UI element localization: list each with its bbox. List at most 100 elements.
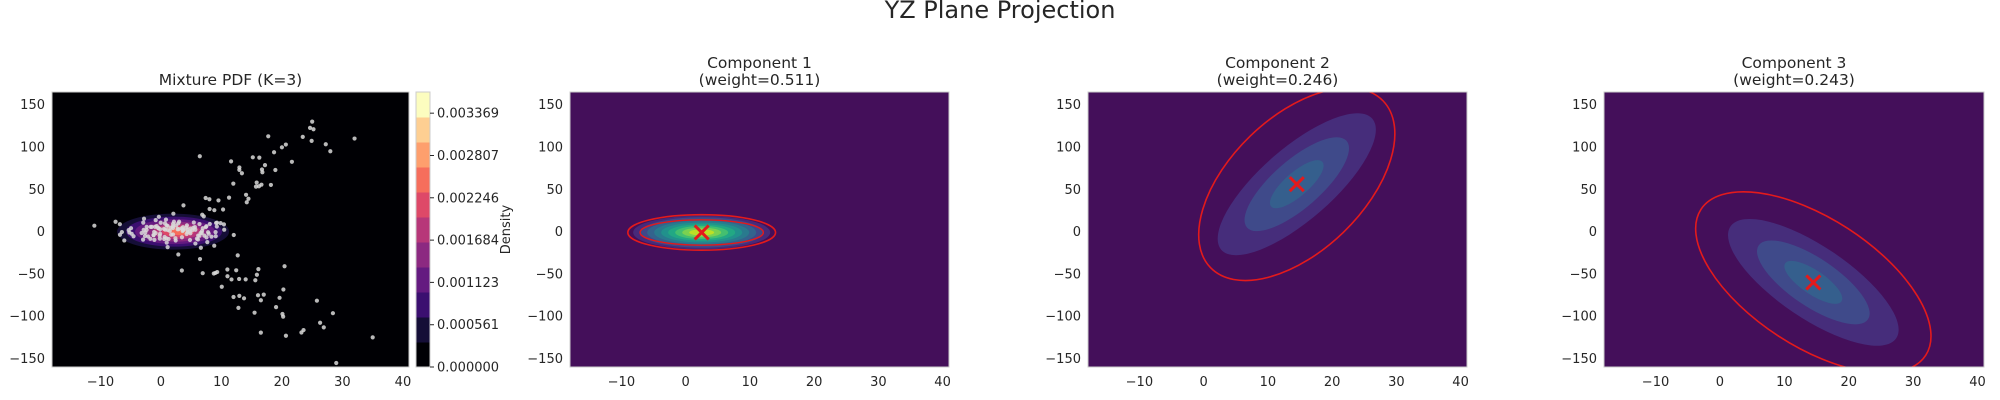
sample-point [250,155,255,160]
sample-point [187,229,192,234]
confidence-ellipse [1197,92,1396,282]
sample-point [212,208,217,213]
panel-title: (weight=0.511) [699,71,821,89]
sample-point [171,219,177,224]
sample-point [193,241,198,246]
sample-point [259,167,265,172]
y-tick-label: 100 [1056,141,1081,156]
plot-area [1694,190,1932,367]
plot-background [52,92,409,367]
sample-point [237,167,242,173]
confidence-ellipse [627,213,777,252]
x-tick-label: 10 [742,375,759,390]
sample-point [268,182,274,188]
confidence-ellipse-inner [639,219,765,246]
sample-point [181,203,186,208]
colorbar-segment [416,142,430,168]
sample-point [243,277,248,282]
sample-point [152,224,158,230]
y-tick-label: 50 [1064,183,1081,198]
sample-point [197,221,202,227]
sample-point [197,154,202,159]
sample-point [157,236,162,241]
colorbar-segment [416,92,430,118]
sample-point [143,230,148,235]
sample-point [207,221,212,227]
y-tick-label: −50 [18,267,45,282]
sample-point [141,216,147,221]
colorbar-tick-label: 0.002246 [437,191,499,206]
y-tick-label: −100 [1045,310,1081,325]
plot-background [1604,92,1984,367]
y-tick-label: 150 [1056,98,1081,113]
x-tick-label: 20 [1324,375,1341,390]
y-tick-label: 100 [538,141,563,156]
sample-point [244,200,249,205]
y-tick-label: −150 [1561,352,1597,367]
x-tick-label: 0 [1199,375,1207,390]
colorbar-tick-label: 0.003369 [437,107,499,122]
sample-point [212,243,217,248]
sample-point [317,320,323,325]
x-tick-label: 30 [1905,375,1922,390]
x-tick-label: 40 [1452,375,1469,390]
sample-point [214,220,220,225]
plot-area [627,213,777,252]
sample-point [254,272,260,277]
sample-point [289,159,295,164]
sample-point [235,253,240,258]
mean-marker-stroke [1288,176,1305,193]
x-tick-label: 10 [1776,375,1793,390]
panel-1: −10 0 10 20 30 40−150−100−50050100150Mixture … [9,71,514,390]
sample-point [203,195,208,201]
y-tick-label: −50 [536,267,563,282]
axes-frame [569,91,950,368]
x-tick-label: 40 [1969,375,1986,390]
sample-point [205,240,210,245]
sample-point [231,232,236,238]
sample-point [243,192,249,197]
sample-point [258,298,263,303]
plot-area [92,119,375,366]
sample-point [219,284,224,289]
sample-point [228,159,234,164]
sample-point [187,237,193,243]
sample-point [201,214,206,219]
plot-area [1197,92,1396,282]
panel-title: Component 1 [707,54,812,72]
y-tick-label: −50 [1570,267,1597,282]
sample-point [328,149,333,154]
sample-point [164,223,169,228]
sample-point [151,233,156,238]
sample-point [139,230,144,236]
colorbar-segment [416,167,430,193]
sample-point [144,224,149,229]
y-tick-label: −50 [1054,267,1081,282]
colorbar-segment [416,117,430,143]
sample-point [165,245,170,250]
sample-point [236,305,241,310]
colorbar-tick-label: 0.000000 [437,361,499,376]
sample-point [170,224,176,229]
colorbar-segment [416,342,430,368]
y-tick-label: 150 [20,98,45,113]
sample-point [258,330,263,335]
sample-point [148,224,153,229]
panel-title: Mixture PDF (K=3) [159,71,302,89]
sample-point [280,311,285,317]
sample-point [213,229,218,235]
sample-point [254,180,259,185]
axes-frame [51,91,410,368]
sample-point [209,234,214,239]
sample-point [261,292,266,297]
sample-point [225,267,230,272]
sample-point [241,296,247,301]
sample-point [158,220,163,225]
sample-point [176,221,181,226]
colorbar-tick-label: 0.000561 [437,318,499,333]
sample-point [148,236,153,241]
x-tick-label: 20 [274,375,291,390]
x-tick-label: 20 [1840,375,1857,390]
sample-point [310,119,315,124]
sample-point [171,211,176,216]
